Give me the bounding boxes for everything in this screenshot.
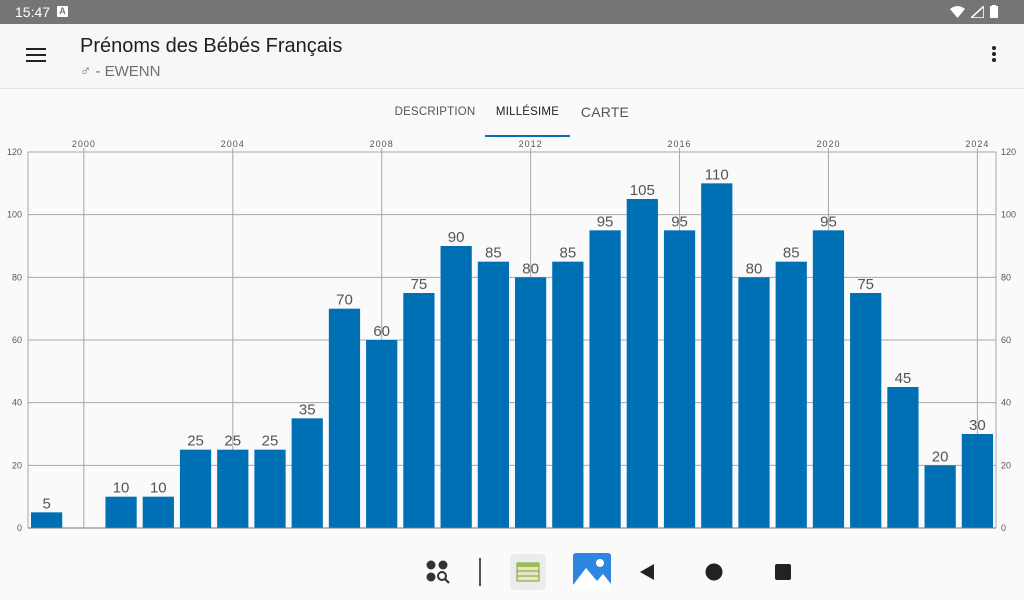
chart-bar[interactable] <box>328 308 361 528</box>
app-bar: Prénoms des Bébés Français ♂ - EWENN <box>0 24 1024 89</box>
y-tick-label-left: 40 <box>12 398 22 408</box>
tab-millesime[interactable]: MILLÉSIME <box>485 89 570 137</box>
bar-value-label: 80 <box>522 260 539 277</box>
y-tick-label-left: 20 <box>12 460 22 470</box>
tab-carte[interactable]: CARTE <box>580 104 630 120</box>
bar-value-label: 10 <box>150 480 167 497</box>
bar-value-label: 10 <box>113 480 130 497</box>
bar-value-label: 25 <box>187 433 204 450</box>
chart-bar[interactable] <box>961 434 993 528</box>
chart-bar[interactable] <box>291 418 323 528</box>
home-icon[interactable] <box>705 563 723 581</box>
status-icons <box>950 5 998 18</box>
x-tick-label: 2020 <box>816 139 840 149</box>
chart-bar[interactable] <box>775 261 807 528</box>
bar-value-label: 85 <box>485 245 502 262</box>
app-subtitle: ♂ - EWENN <box>80 63 161 80</box>
chart-bar[interactable] <box>403 293 435 528</box>
notification-icon: A <box>57 6 68 17</box>
bar-value-label: 95 <box>597 213 614 230</box>
bar-value-label: 60 <box>373 323 390 340</box>
x-tick-label: 2016 <box>668 139 692 149</box>
bar-value-label: 20 <box>932 448 949 465</box>
status-bar: 15:47 A <box>0 0 1024 24</box>
app-title: Prénoms des Bébés Français <box>80 35 343 57</box>
bar-value-label: 85 <box>783 245 800 262</box>
back-icon[interactable] <box>638 563 656 581</box>
x-tick-label: 2004 <box>221 139 245 149</box>
chart-bar[interactable] <box>366 340 398 528</box>
bar-value-label: 95 <box>671 213 688 230</box>
bar-value-label: 90 <box>448 229 465 246</box>
tab-description[interactable]: DESCRIPTION <box>394 106 476 118</box>
bar-value-label: 45 <box>895 370 912 387</box>
y-tick-label-right: 80 <box>1001 272 1011 282</box>
signal-icon <box>971 5 984 18</box>
x-tick-label: 2000 <box>72 139 96 149</box>
y-tick-label-left: 80 <box>12 272 22 282</box>
chart-bar[interactable] <box>217 449 249 528</box>
y-tick-label-right: 100 <box>1001 210 1016 220</box>
y-tick-label-right: 0 <box>1001 523 1006 533</box>
chart-bar[interactable] <box>887 387 919 528</box>
chart-bar[interactable] <box>142 496 174 528</box>
bar-value-label: 105 <box>630 182 655 199</box>
y-tick-label-right: 120 <box>1001 147 1016 157</box>
y-tick-label-left: 60 <box>12 335 22 345</box>
x-tick-label: 2024 <box>965 139 989 149</box>
battery-icon <box>990 5 998 18</box>
bar-value-label: 35 <box>299 401 316 418</box>
chart-bar[interactable] <box>254 449 286 528</box>
app-search-icon[interactable] <box>424 558 454 588</box>
status-time: 15:47 <box>15 4 51 20</box>
chart-bar[interactable] <box>701 183 733 529</box>
y-tick-label-left: 0 <box>17 523 22 533</box>
chart-bar[interactable] <box>738 277 770 528</box>
chart-bar[interactable] <box>440 246 472 528</box>
bar-value-label: 70 <box>336 292 353 309</box>
wifi-icon <box>950 5 965 18</box>
y-tick-label-left: 100 <box>7 210 22 220</box>
bar-value-label: 5 <box>42 495 50 512</box>
bar-value-label: 95 <box>820 213 837 230</box>
bar-value-label: 110 <box>705 166 729 183</box>
gallery-icon[interactable] <box>573 553 611 591</box>
y-tick-label-right: 40 <box>1001 398 1011 408</box>
y-tick-label-right: 60 <box>1001 335 1011 345</box>
navbar-divider <box>479 558 481 586</box>
bar-value-label: 25 <box>262 433 279 450</box>
chart-bar[interactable] <box>924 465 956 528</box>
y-tick-label-right: 20 <box>1001 460 1011 470</box>
chart-bar[interactable] <box>812 230 845 528</box>
chart-bar[interactable] <box>663 230 696 528</box>
tab-bar: DESCRIPTION MILLÉSIME CARTE <box>0 89 1024 137</box>
menu-icon[interactable] <box>26 48 46 64</box>
bar-value-label: 75 <box>411 276 428 293</box>
y-tick-label-left: 120 <box>7 147 22 157</box>
chart-bar[interactable] <box>626 199 658 528</box>
chart-bar[interactable] <box>589 230 621 528</box>
chart-bar[interactable] <box>477 261 509 528</box>
bar-value-label: 25 <box>224 433 241 450</box>
bar-value-label: 80 <box>746 260 763 277</box>
bar-value-label: 30 <box>969 417 986 434</box>
bar-value-label: 85 <box>560 245 577 262</box>
app-grid-icon[interactable] <box>510 554 546 590</box>
chart-bar[interactable] <box>179 449 212 528</box>
bar-value-label: 75 <box>857 276 874 293</box>
chart-bar[interactable] <box>552 261 584 528</box>
x-tick-label: 2012 <box>519 139 543 149</box>
more-options-icon[interactable] <box>990 46 998 66</box>
chart-bar[interactable] <box>850 293 882 528</box>
recents-icon[interactable] <box>775 564 791 580</box>
navigation-bar <box>0 544 1024 600</box>
x-tick-label: 2008 <box>370 139 394 149</box>
chart-bar[interactable] <box>515 277 547 528</box>
chart-bar[interactable] <box>31 512 63 528</box>
chart-bar[interactable] <box>105 496 137 528</box>
